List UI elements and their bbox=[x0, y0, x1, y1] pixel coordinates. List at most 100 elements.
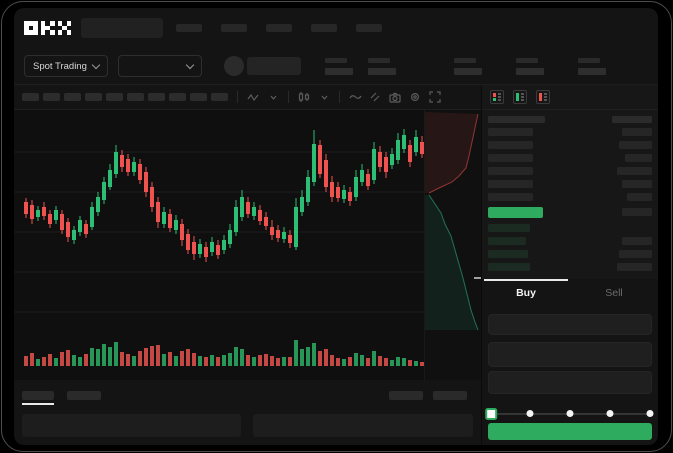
tab-sell[interactable]: Sell bbox=[605, 287, 623, 299]
ask-row-amount[interactable] bbox=[617, 167, 652, 175]
price-field[interactable] bbox=[488, 314, 652, 335]
compare-icon[interactable] bbox=[367, 89, 383, 105]
toolbar-divider bbox=[237, 91, 238, 103]
bid-row-amount[interactable] bbox=[617, 263, 652, 271]
nav-item[interactable] bbox=[311, 24, 338, 32]
line-icon[interactable] bbox=[347, 89, 363, 105]
stat-value-placeholder bbox=[516, 67, 544, 75]
bottom-tab-active[interactable] bbox=[22, 390, 54, 405]
orderbook bbox=[482, 110, 658, 279]
ticker-stat bbox=[454, 57, 482, 75]
camera-icon[interactable] bbox=[387, 89, 403, 105]
toolbar-pill[interactable] bbox=[127, 93, 144, 101]
trade-tabs: Buy Sell bbox=[482, 279, 658, 307]
bid-row-amount[interactable] bbox=[622, 237, 652, 245]
ask-row-amount[interactable] bbox=[627, 193, 652, 201]
toolbar-pill[interactable] bbox=[64, 93, 81, 101]
toolbar-pill[interactable] bbox=[190, 93, 207, 101]
book-asks-only-icon[interactable] bbox=[536, 90, 550, 104]
toolbar-pill[interactable] bbox=[43, 93, 60, 101]
ask-row-price[interactable] bbox=[488, 193, 533, 201]
bottom-action-pill[interactable] bbox=[433, 390, 467, 400]
stat-label-placeholder bbox=[516, 57, 538, 63]
toolbar-pill[interactable] bbox=[148, 93, 165, 101]
stat-label-placeholder bbox=[578, 57, 600, 63]
pair-dropdown[interactable] bbox=[117, 55, 202, 77]
toolbar-divider bbox=[288, 91, 289, 103]
ticker-stat bbox=[578, 57, 606, 75]
ask-row-amount[interactable] bbox=[619, 141, 652, 149]
buy-button[interactable] bbox=[488, 423, 652, 440]
toolbar-pill[interactable] bbox=[211, 93, 228, 101]
amount-field[interactable] bbox=[488, 342, 652, 367]
bottom-tab-bar bbox=[14, 380, 481, 410]
candlestick-chart[interactable] bbox=[14, 110, 425, 380]
ask-row-amount[interactable] bbox=[622, 128, 652, 136]
chevron-down-icon[interactable] bbox=[265, 89, 281, 105]
stat-value-placeholder bbox=[324, 67, 353, 75]
ask-row-amount[interactable] bbox=[625, 154, 652, 162]
ticker-stat bbox=[324, 57, 353, 75]
bid-row-price[interactable] bbox=[488, 224, 530, 232]
amount-slider[interactable] bbox=[485, 407, 654, 421]
last-price-highlight[interactable] bbox=[488, 207, 543, 218]
slider-step-dot[interactable] bbox=[526, 410, 534, 417]
slider-step-dot[interactable] bbox=[646, 410, 654, 417]
bottom-tab[interactable] bbox=[67, 390, 101, 400]
bid-row-price[interactable] bbox=[488, 237, 526, 245]
bid-row-price[interactable] bbox=[488, 250, 528, 258]
chart-section bbox=[14, 85, 482, 445]
ask-row-price[interactable] bbox=[488, 128, 533, 136]
slider-step-dot[interactable] bbox=[606, 410, 614, 417]
wave-icon[interactable] bbox=[245, 89, 261, 105]
book-both-icon[interactable] bbox=[490, 90, 504, 104]
slider-handle[interactable] bbox=[485, 408, 498, 420]
logo-glyph-K bbox=[40, 21, 55, 35]
nav-item[interactable] bbox=[176, 24, 203, 32]
market-type-label: Spot Trading bbox=[33, 60, 87, 72]
fullscreen-icon[interactable] bbox=[427, 89, 443, 105]
stat-label-placeholder bbox=[367, 57, 390, 63]
nav-item[interactable] bbox=[221, 24, 248, 32]
toolbar-pill[interactable] bbox=[169, 93, 186, 101]
ticker-stat bbox=[367, 57, 396, 75]
tab-buy[interactable]: Buy bbox=[482, 279, 570, 307]
ask-row-price[interactable] bbox=[488, 167, 533, 175]
toolbar-pill[interactable] bbox=[106, 93, 123, 101]
bid-row-price[interactable] bbox=[488, 263, 530, 271]
chart-toolbar bbox=[14, 85, 481, 110]
candles-icon[interactable] bbox=[296, 89, 312, 105]
toolbar-pill[interactable] bbox=[85, 93, 102, 101]
orderbook-trade-panel: Buy Sell bbox=[481, 85, 658, 445]
market-header: Spot Trading bbox=[14, 48, 658, 85]
orderbook-header-amount[interactable] bbox=[612, 116, 652, 123]
top-nav bbox=[14, 8, 658, 48]
stat-value-placeholder bbox=[454, 67, 482, 75]
nav-item[interactable] bbox=[266, 24, 293, 32]
slider-step-dot[interactable] bbox=[566, 410, 574, 417]
ask-row-price[interactable] bbox=[488, 141, 533, 149]
bid-row-amount[interactable] bbox=[619, 250, 652, 258]
search-input[interactable] bbox=[81, 18, 164, 38]
toolbar-pill[interactable] bbox=[22, 93, 39, 101]
ask-row-price[interactable] bbox=[488, 180, 533, 188]
total-field[interactable] bbox=[488, 371, 652, 394]
price-row-amount[interactable] bbox=[622, 208, 652, 216]
market-type-dropdown[interactable]: Spot Trading bbox=[24, 55, 108, 77]
ask-row-price[interactable] bbox=[488, 154, 533, 162]
chart-area bbox=[14, 110, 482, 380]
logo-glyph-O bbox=[24, 21, 38, 35]
gear-icon[interactable] bbox=[407, 89, 423, 105]
bottom-action-pill[interactable] bbox=[389, 390, 423, 400]
stat-value-placeholder bbox=[367, 67, 396, 75]
bottom-panel bbox=[253, 414, 473, 437]
orderbook-header-price[interactable] bbox=[488, 116, 545, 123]
book-bids-only-icon[interactable] bbox=[513, 90, 527, 104]
bottom-panel bbox=[22, 414, 241, 437]
toolbar-divider bbox=[339, 91, 340, 103]
ask-row-amount[interactable] bbox=[622, 180, 652, 188]
nav-item[interactable] bbox=[356, 24, 383, 32]
chevron-down-icon[interactable] bbox=[316, 89, 332, 105]
pair-name-placeholder[interactable] bbox=[246, 57, 301, 75]
ticker-stats-right bbox=[454, 57, 606, 75]
